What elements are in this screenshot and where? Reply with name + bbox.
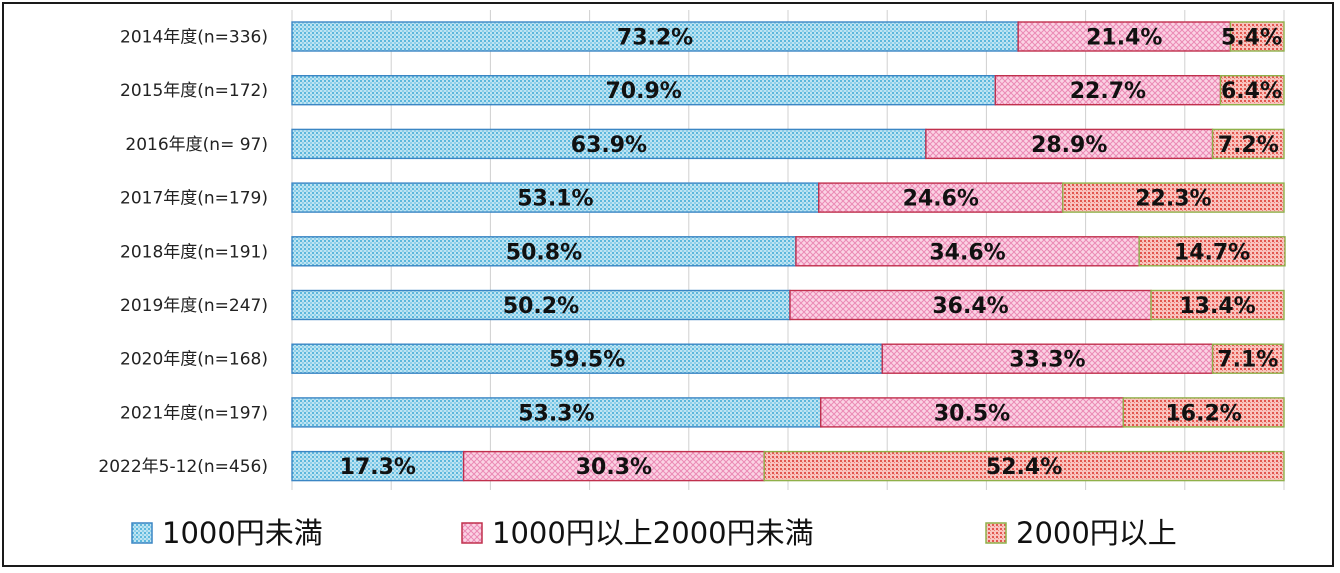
category-label: 2021年度(n=197) — [120, 403, 268, 423]
category-label: 2014年度(n=336) — [120, 28, 268, 48]
data-label: 34.6% — [929, 240, 1005, 265]
bar-segment-series-1 — [291, 74, 997, 106]
data-label: 73.2% — [617, 26, 693, 51]
bar-segment-series-1 — [291, 236, 797, 267]
bar-segment-series-2 — [820, 397, 1124, 428]
bar-segment-series-2 — [925, 128, 1214, 160]
bar-segment-series-3 — [1229, 21, 1285, 52]
data-label: 6.4% — [1221, 79, 1282, 104]
data-label: 50.2% — [503, 294, 579, 319]
category-label: 2016年度(n= 97) — [125, 135, 268, 155]
bar-segment-series-2 — [818, 182, 1064, 213]
data-label: 7.2% — [1218, 133, 1279, 158]
data-label: 59.5% — [549, 348, 625, 373]
legend-label-series-1: 1000円未満 — [162, 516, 323, 550]
data-label: 14.7% — [1174, 240, 1250, 265]
bar-segment-series-3 — [1219, 74, 1285, 106]
bar-segment-series-1 — [291, 289, 791, 321]
bar-segment-series-3 — [1122, 397, 1285, 428]
data-label: 22.7% — [1070, 79, 1146, 104]
data-label: 50.8% — [506, 240, 582, 265]
data-label: 52.4% — [986, 455, 1062, 480]
data-label: 63.9% — [571, 133, 647, 158]
data-label: 17.3% — [340, 455, 416, 480]
bar-segment-series-1 — [291, 21, 1019, 52]
legend-swatch-series-3 — [985, 522, 1007, 544]
bar-segment-series-1 — [291, 397, 822, 428]
data-label: 70.9% — [605, 79, 681, 104]
bar-segment-series-2 — [994, 74, 1222, 106]
bars: 73.2% 21.4% 5.4% 70.9% 22.7% 6.4% 63.9% 28.9% 7.… — [291, 21, 1286, 482]
category-label: 2018年度(n=191) — [120, 242, 268, 262]
bar-segment-series-2 — [462, 450, 765, 482]
data-label: 7.1% — [1217, 348, 1278, 373]
data-label: 30.3% — [576, 455, 652, 480]
data-label: 22.3% — [1135, 187, 1211, 212]
category-labels: 2014年度(n=336) 2015年度(n=172) 2016年度(n= 97) 2… — [98, 28, 268, 478]
legend-swatch-series-2 — [461, 522, 483, 544]
data-label: 21.4% — [1086, 26, 1162, 51]
data-label: 5.4% — [1221, 26, 1282, 51]
data-label: 53.3% — [518, 401, 594, 426]
bar-segment-series-1 — [291, 450, 465, 482]
bar-segment-series-3 — [1062, 182, 1285, 213]
legend-swatch-series-1 — [131, 522, 153, 544]
bar-segment-series-3 — [1150, 289, 1285, 321]
bar-segment-series-3 — [1211, 128, 1285, 160]
category-label: 2015年度(n=172) — [120, 81, 268, 101]
bar-segment-series-2 — [789, 289, 1152, 321]
category-label: 2019年度(n=247) — [120, 296, 268, 316]
data-label: 16.2% — [1165, 401, 1241, 426]
bar-segment-series-3 — [763, 450, 1285, 482]
bar-segment-series-1 — [291, 182, 820, 213]
data-label: 33.3% — [1009, 348, 1085, 373]
bar-segment-series-3 — [1138, 236, 1286, 267]
data-label: 36.4% — [932, 294, 1008, 319]
data-label: 24.6% — [903, 187, 979, 212]
data-label: 53.1% — [517, 187, 593, 212]
bar-segment-series-2 — [795, 236, 1140, 267]
legend-label-series-3: 2000円以上 — [1016, 516, 1177, 550]
bar-segment-series-2 — [881, 343, 1214, 374]
category-label: 2022年5-12(n=456) — [98, 457, 268, 477]
category-label: 2020年度(n=168) — [120, 350, 268, 370]
bar-segment-series-3 — [1211, 343, 1284, 374]
bar-segment-series-1 — [291, 343, 883, 374]
data-label: 13.4% — [1179, 294, 1255, 319]
legend-label-series-2: 1000円以上2000円未満 — [492, 516, 814, 550]
legend: 1000円未満 1000円以上2000円未満 2000円以上 — [131, 516, 1177, 550]
data-label: 30.5% — [934, 401, 1010, 426]
data-label: 28.9% — [1031, 133, 1107, 158]
category-label: 2017年度(n=179) — [120, 189, 268, 209]
